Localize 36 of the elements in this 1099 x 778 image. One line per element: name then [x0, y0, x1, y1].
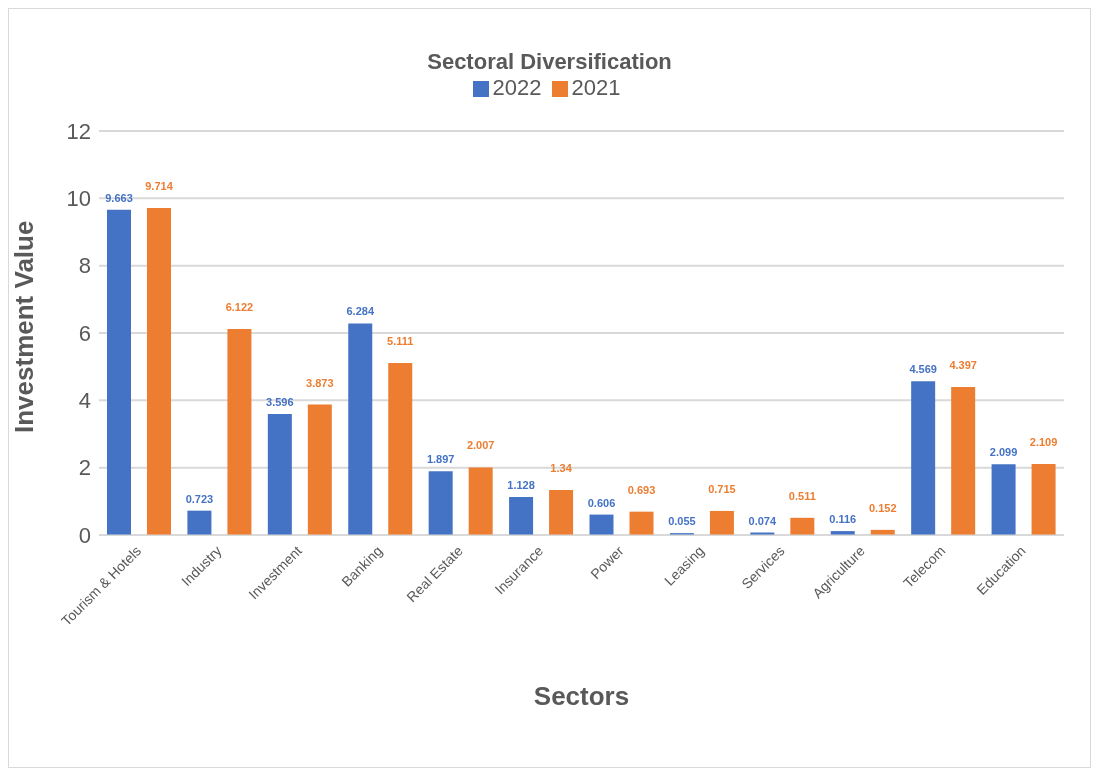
y-tick-label: 8 — [78, 253, 91, 279]
chart-title: Sectoral Diversification — [426, 48, 673, 75]
y-tick-label: 6 — [78, 320, 91, 346]
y-axis-title: Investment Value — [9, 220, 40, 433]
y-tick-label: 0 — [78, 522, 91, 548]
data-label: 0.074 — [748, 514, 777, 527]
data-label: 0.715 — [708, 482, 736, 495]
data-label: 0.606 — [587, 496, 616, 509]
data-label: 6.284 — [346, 305, 375, 318]
data-label: 2.007 — [466, 439, 495, 452]
data-label: 2.109 — [1029, 436, 1058, 448]
y-tick-label: 2 — [78, 455, 91, 481]
data-label: 0.511 — [788, 489, 816, 502]
y-tick-label: 10 — [66, 186, 91, 212]
x-axis-title: Sectors — [533, 681, 630, 711]
y-tick-label: 4 — [78, 388, 91, 414]
data-label: 4.569 — [909, 363, 937, 376]
data-label: 1.128 — [507, 479, 535, 492]
data-label: 0.055 — [668, 515, 696, 528]
data-label: 6.122 — [225, 300, 254, 313]
data-label: 2.099 — [989, 446, 1018, 459]
data-label: 0.116 — [829, 513, 857, 526]
data-label: 1.897 — [426, 453, 455, 466]
data-label: 0.723 — [185, 492, 214, 505]
legend-label: 2021 — [571, 75, 621, 100]
data-label: 9.714 — [145, 179, 174, 192]
data-label: 0.693 — [627, 483, 656, 496]
data-label: 5.111 — [387, 334, 414, 347]
legend-label: 2022 — [492, 75, 542, 100]
data-label: 3.596 — [266, 395, 294, 408]
data-label: 4.397 — [949, 358, 977, 371]
y-tick-label: 12 — [66, 118, 91, 144]
data-label: 3.873 — [306, 376, 334, 389]
data-label: 1.34 — [550, 461, 573, 474]
data-label: 9.663 — [105, 191, 133, 204]
data-label: 0.152 — [868, 501, 897, 514]
